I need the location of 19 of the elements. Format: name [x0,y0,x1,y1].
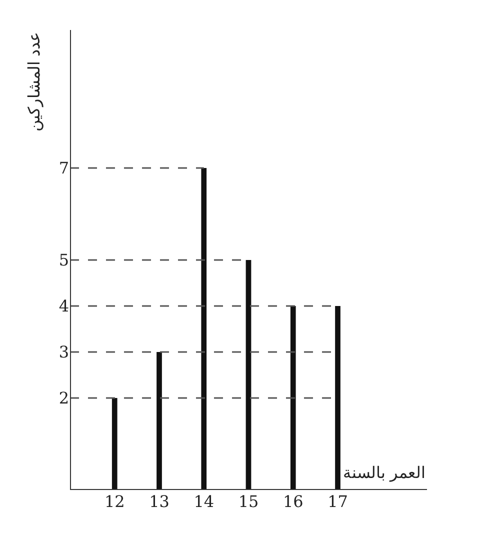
x-tick-label: 14 [194,492,214,511]
bar [112,398,118,490]
y-tick-label: 2 [58,388,69,408]
x-tick-label: 12 [104,492,125,511]
y-tick-label: 5 [58,250,69,270]
y-axis-title: عدد المشاركين [24,31,44,132]
bar [335,306,340,490]
bar [290,306,296,490]
x-tick-label: 17 [328,492,348,511]
bar [246,260,252,490]
y-tick-label: 7 [58,158,69,178]
y-tick-label: 3 [58,342,69,362]
x-tick-label: 16 [282,492,304,511]
bar [156,352,162,490]
x-tick-label: 15 [238,492,259,511]
y-tick-label: 4 [58,296,69,316]
x-tick-label: 13 [149,492,170,511]
x-axis-title: العمر بالسنة [343,463,426,482]
bar [201,168,207,490]
